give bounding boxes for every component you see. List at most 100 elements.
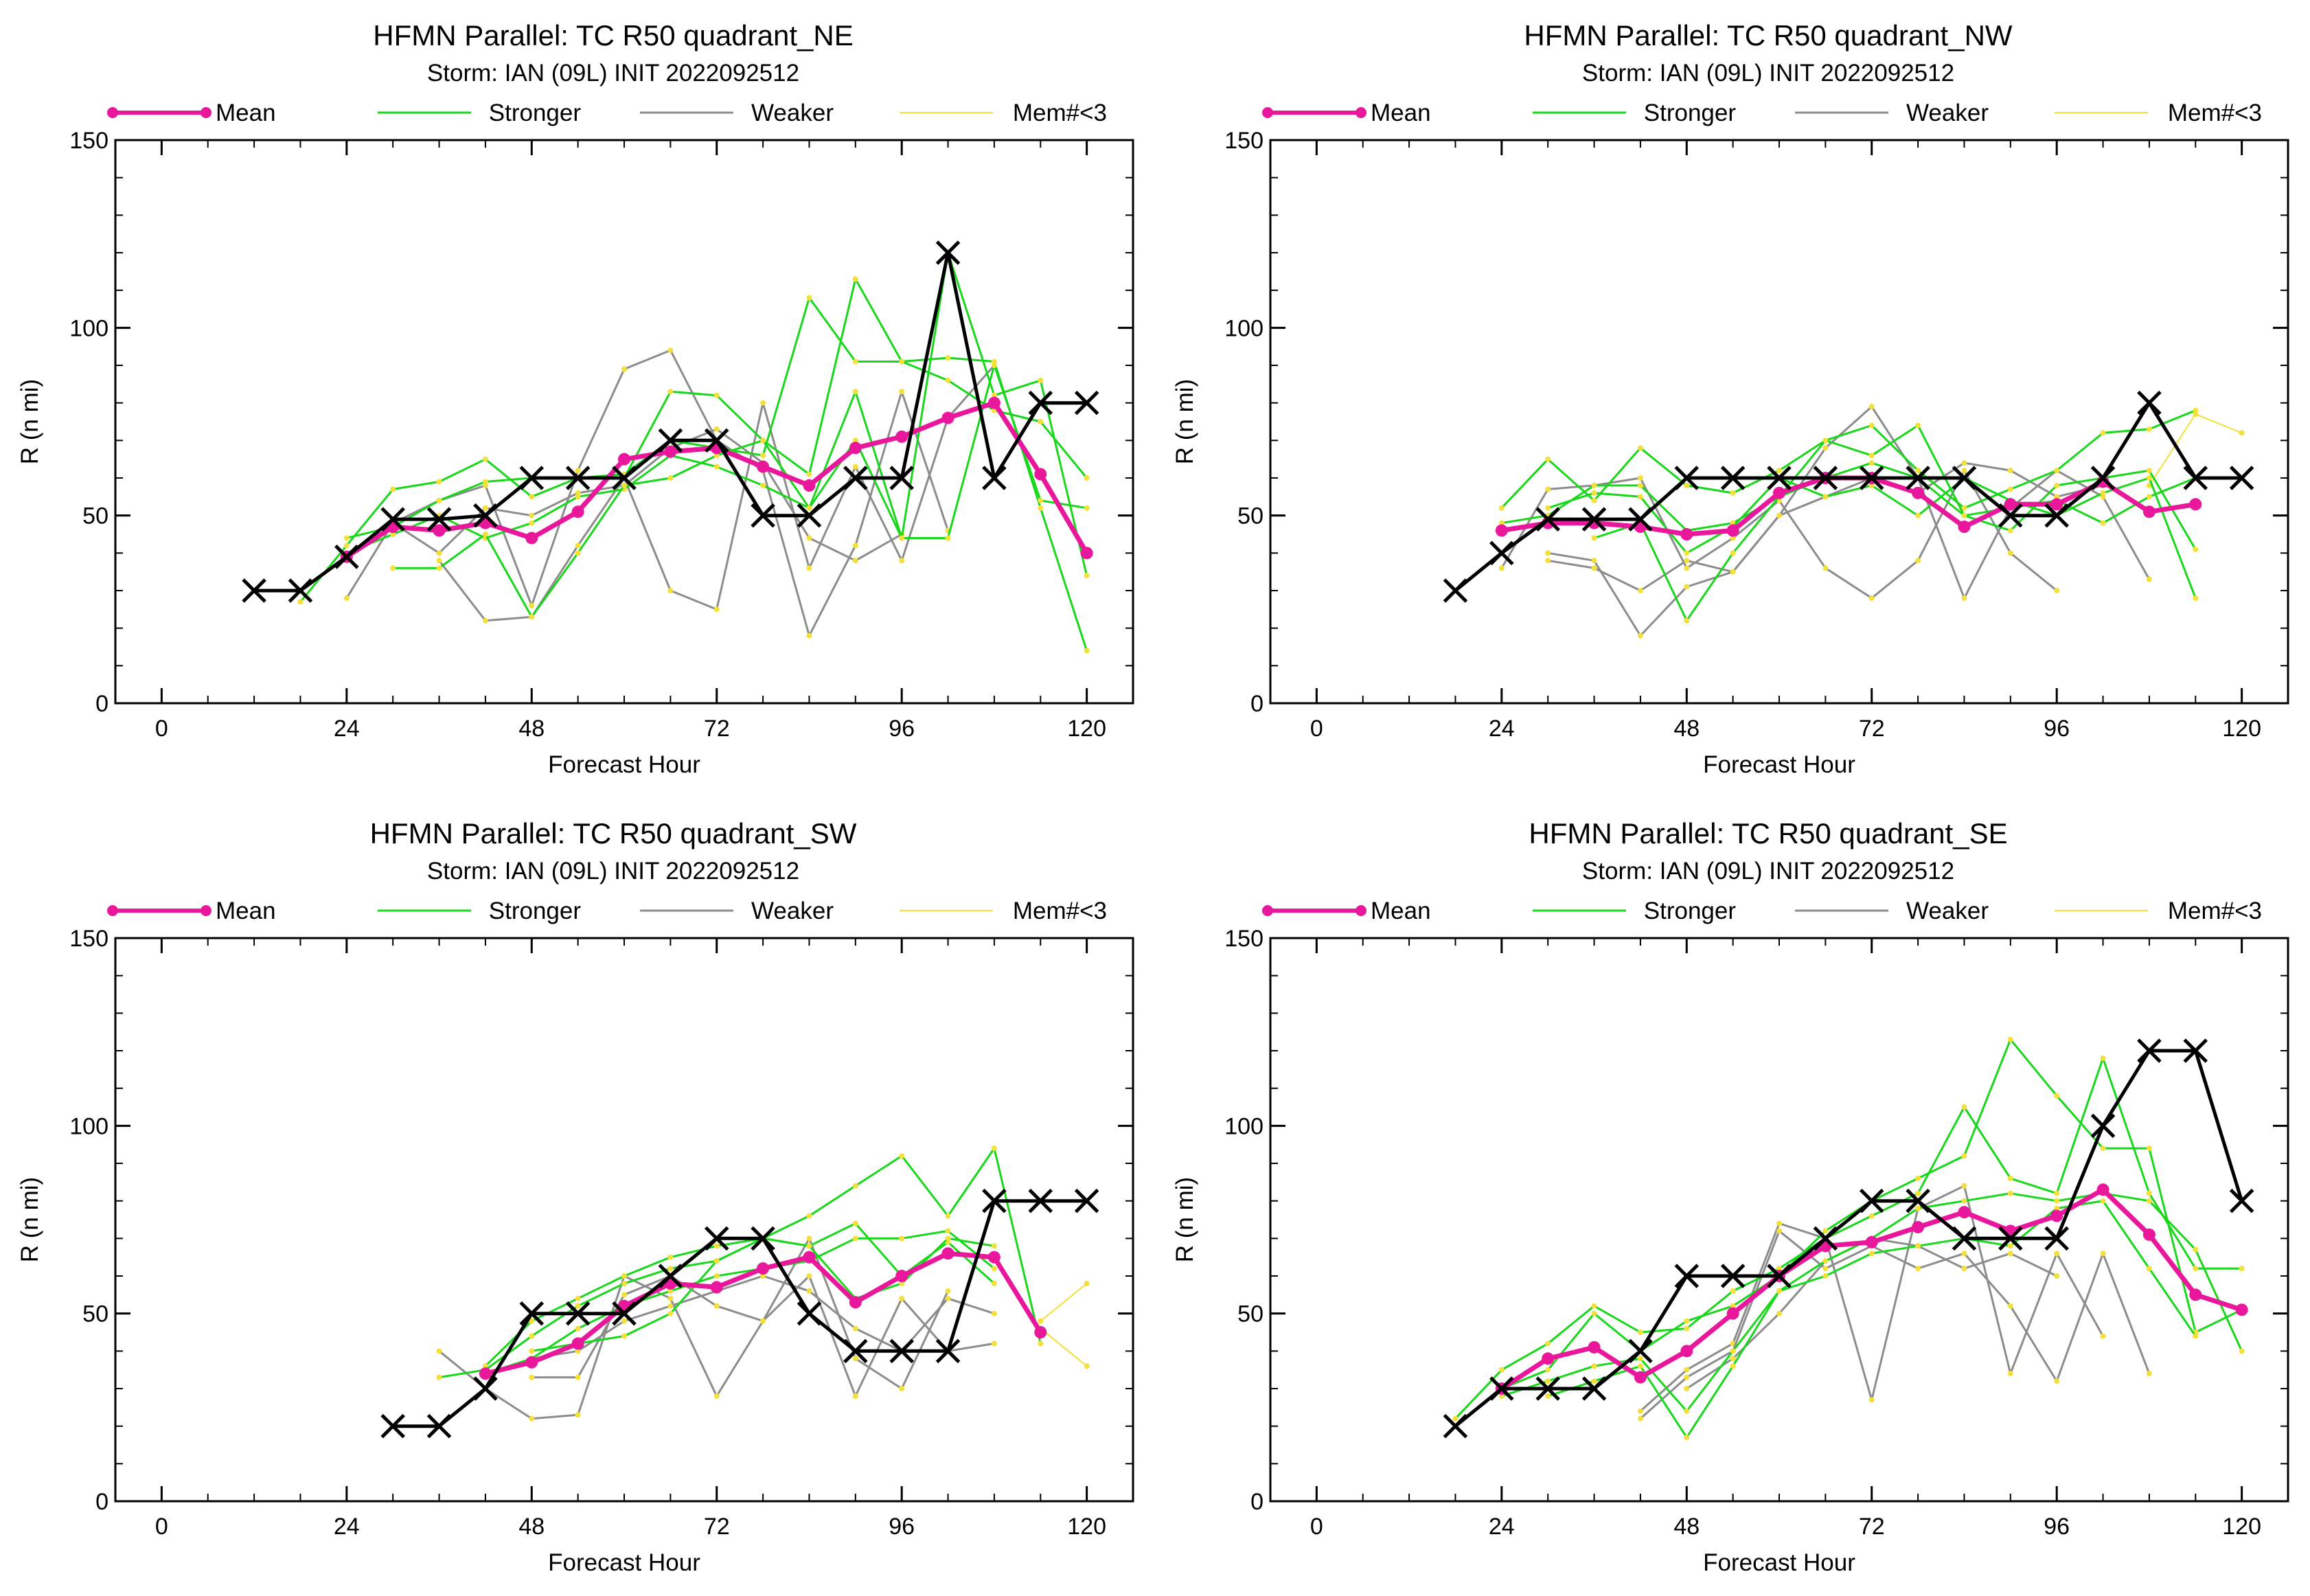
series-stronger-point (852, 1220, 858, 1227)
series-stronger-point (806, 1213, 812, 1219)
chart-subtitle: Storm: IAN (09L) INIT 2022092512 (1582, 60, 1954, 87)
series-stronger-point (2054, 468, 2060, 474)
x-marker-stroke (1489, 540, 1514, 566)
x-marker-stroke (982, 466, 1007, 490)
series-stronger-point (621, 1280, 627, 1286)
best-track-x-marker (1720, 466, 1746, 490)
series-stronger-point (1084, 475, 1090, 481)
series-stronger-point (1498, 520, 1505, 526)
legend-mean-marker (107, 107, 118, 118)
series-stronger-point (1038, 497, 1044, 503)
series-stronger-point (1684, 1325, 1690, 1332)
series-stronger-point (945, 1213, 951, 1219)
x-tick-label: 72 (1859, 716, 1885, 742)
series-stronger-point (1776, 468, 1782, 474)
series-best-line (1454, 1049, 2244, 1428)
series-stronger-point (2007, 1175, 2013, 1181)
best-track-x-marker (473, 1376, 498, 1401)
series-weaker-point (852, 543, 858, 549)
x-marker-stroke (751, 503, 775, 528)
series-weaker-point (991, 1310, 997, 1316)
best-track-x-marker (843, 1338, 868, 1364)
series-stronger-point (1038, 505, 1044, 511)
x-marker-stroke (2183, 1038, 2208, 1063)
series-stronger-point (852, 1235, 858, 1242)
legend-mean-marker (1262, 905, 1273, 916)
series-stronger-point (2100, 520, 2106, 526)
series-stronger-point (2007, 486, 2013, 492)
best-track-x-marker (519, 1301, 545, 1326)
series-stronger-point (1545, 1393, 1551, 1399)
x-marker-stroke (1720, 1264, 1746, 1288)
series-stronger-point (852, 276, 858, 282)
series-stronger-point (1822, 437, 1829, 444)
series-weaker-point (2007, 1371, 2013, 1377)
series-weaker-point (1822, 565, 1829, 571)
series-stronger-point (667, 1266, 674, 1272)
x-axis-label: Forecast Hour (1703, 1549, 1855, 1576)
mean-point (1680, 1345, 1693, 1358)
series-weaker-point (760, 400, 766, 406)
series-stronger-point (2146, 1190, 2152, 1196)
series-stronger-point (2100, 1145, 2106, 1152)
series-stronger-point (991, 358, 997, 365)
best-track-x-marker (1443, 1413, 1468, 1439)
series-stronger-point (899, 358, 905, 365)
series-stronger-point (1591, 535, 1597, 541)
series-weaker-point (1730, 569, 1736, 575)
y-tick-label: 0 (95, 691, 108, 717)
best-track-x-marker (2044, 1226, 2069, 1251)
series-stronger-point (1545, 1367, 1551, 1373)
series-weaker-point (667, 1303, 674, 1309)
best-track-x-marker (1998, 503, 2023, 528)
series-stronger-point (529, 1348, 535, 1354)
series-weaker-point (343, 595, 350, 601)
series-stronger-point (945, 355, 951, 361)
x-marker-stroke (935, 1338, 961, 1364)
y-tick-label: 50 (82, 1301, 108, 1327)
x-marker-stroke (2137, 390, 2162, 415)
series-stronger-point (575, 550, 581, 556)
mean-point (1726, 524, 1739, 537)
series-stronger-point (1684, 1408, 1690, 1414)
series-weaker-point (1776, 1228, 1782, 1234)
series-stronger-point (1684, 482, 1690, 488)
x-marker-stroke (1674, 466, 1700, 490)
series-weaker-point (806, 535, 812, 541)
legend-weaker-label: Weaker (1906, 898, 1989, 924)
series-weaker-point (806, 632, 812, 639)
mean-point (2004, 498, 2017, 511)
series-weaker-point (713, 1393, 720, 1399)
series-weaker-line (1639, 1185, 2104, 1413)
x-marker-stroke (658, 428, 683, 453)
series-mem-line (1040, 1282, 1088, 1322)
series-weaker-point (575, 1412, 581, 1418)
series-weaker-point (1545, 486, 1551, 492)
series-weaker-line (1639, 1229, 2151, 1420)
series-weaker-point (1591, 558, 1597, 564)
series-weaker-point (1961, 1266, 1967, 1272)
best-track-x-marker (2044, 503, 2069, 528)
best-track-x-marker (1813, 1226, 1838, 1251)
x-marker-stroke (2044, 503, 2069, 528)
x-marker-stroke (843, 1338, 868, 1364)
best-track-x-marker (751, 1226, 775, 1251)
x-marker-stroke (704, 428, 729, 453)
x-tick-label: 24 (1489, 716, 1515, 742)
legend-weaker-label: Weaker (1906, 100, 1989, 126)
best-track-x-marker (704, 1226, 729, 1251)
series-stronger-point (1961, 1198, 1967, 1204)
legend-mem_lt3-label: Mem#<3 (1013, 898, 1107, 924)
x-marker-stroke (565, 1301, 591, 1326)
series-stronger-point (852, 389, 858, 395)
series-weaker-point (2054, 1251, 2060, 1257)
series-weaker-point (621, 1292, 627, 1298)
legend-mean-marker (201, 905, 211, 916)
series-stronger-point (1637, 494, 1643, 500)
x-axis-label: Forecast Hour (548, 1549, 700, 1576)
best-track-x-marker (751, 503, 775, 528)
series-stronger-point (1822, 1273, 1829, 1279)
chart-subtitle: Storm: IAN (09L) INIT 2022092512 (427, 60, 799, 87)
mean-point (2050, 1209, 2063, 1222)
series-stronger-point (2007, 1036, 2013, 1042)
